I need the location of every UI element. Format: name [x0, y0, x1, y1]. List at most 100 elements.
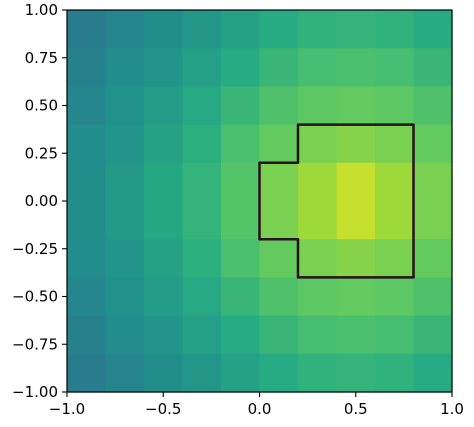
heatmap-cell [67, 277, 107, 317]
heatmap-cell [182, 353, 222, 393]
heatmap-cell [336, 353, 376, 393]
heatmap-cell [221, 124, 261, 164]
heatmap-cell [221, 277, 261, 317]
heatmap-cell [298, 86, 338, 126]
heatmap-cell [375, 239, 415, 278]
heatmap-cell [336, 48, 376, 87]
heatmap-cell [67, 162, 107, 202]
heatmap-cell [375, 162, 415, 202]
heatmap-cell [298, 48, 338, 87]
y-tick-label: 0.25 [25, 144, 58, 162]
heatmap-cell [259, 48, 299, 87]
heatmap-cell [298, 162, 338, 202]
heatmap-cell [298, 239, 338, 278]
y-tick-label: 0.50 [25, 97, 58, 115]
heatmap-cell [298, 315, 338, 355]
heatmap-cell [221, 86, 261, 126]
heatmap-cell [182, 162, 222, 202]
heatmap-cell [375, 48, 415, 87]
heatmap-cell [221, 315, 261, 355]
heatmap-cell [182, 86, 222, 126]
heatmap-cell [375, 124, 415, 164]
heatmap-cell [259, 124, 299, 164]
heatmap-cell [221, 162, 261, 202]
heatmap-cell [336, 86, 376, 126]
heatmap-cell [221, 353, 261, 393]
heatmap-cell [413, 162, 453, 202]
heatmap-cell [144, 10, 184, 49]
heatmap-cell [336, 315, 376, 355]
heatmap-cell [375, 201, 415, 240]
heatmap-cell [67, 239, 107, 278]
heatmap-cell [336, 239, 376, 278]
heatmap-cell [105, 162, 145, 202]
heatmap-cell [336, 124, 376, 164]
y-tick-label: −0.50 [12, 288, 58, 306]
y-tick-label: −1.00 [12, 383, 58, 401]
heatmap-cell [336, 10, 376, 49]
heatmap-cell [182, 48, 222, 87]
heatmap-cell [298, 124, 338, 164]
heatmap-cell [336, 277, 376, 317]
heatmap-cell [221, 239, 261, 278]
heatmap-cell [259, 315, 299, 355]
heatmap-cell [105, 201, 145, 240]
heatmap-cell [105, 86, 145, 126]
heatmap-cell [413, 315, 453, 355]
heatmap-cell [413, 239, 453, 278]
heatmap-cell [259, 86, 299, 126]
heatmap-cell [144, 201, 184, 240]
contour-line [258, 123, 415, 279]
heatmap-cell [259, 10, 299, 49]
contour-layer [258, 123, 415, 279]
heatmap-cell [67, 10, 107, 49]
heatmap-cell [413, 353, 453, 393]
heatmap-cell [413, 86, 453, 126]
heatmap-cell [182, 315, 222, 355]
heatmap-cell [221, 201, 261, 240]
heatmap-cell [182, 124, 222, 164]
heatmap-cell [375, 10, 415, 49]
heatmap-cell [413, 10, 453, 49]
heatmap-cell [375, 315, 415, 355]
heatmap-cell [413, 201, 453, 240]
heatmap-cell [105, 10, 145, 49]
y-tick-label: 0.00 [25, 192, 58, 210]
heatmap-cell [259, 201, 299, 240]
heatmap-cell [375, 86, 415, 126]
heatmap-cell [336, 201, 376, 240]
heatmap-cell [182, 277, 222, 317]
heatmap-cell [105, 124, 145, 164]
heatmap-cell [413, 124, 453, 164]
heatmap-cell [259, 239, 299, 278]
heatmap-cell [105, 315, 145, 355]
y-tick-label: 0.75 [25, 49, 58, 67]
heatmap-cell [105, 48, 145, 87]
heatmap-cell [298, 277, 338, 317]
heatmap-cell [144, 124, 184, 164]
y-tick-label: 1.00 [25, 1, 58, 19]
heatmap-cell [182, 201, 222, 240]
heatmap-cell [336, 162, 376, 202]
heatmap-cell [413, 277, 453, 317]
heatmap-cell [298, 10, 338, 49]
heatmap-cell [105, 239, 145, 278]
x-tick-label: 0.0 [248, 400, 272, 418]
heatmap-cell [144, 86, 184, 126]
x-tick-label: −0.5 [145, 400, 181, 418]
heatmap-cell [182, 10, 222, 49]
y-tick-label: −0.75 [12, 335, 58, 353]
heatmap-cell [67, 86, 107, 126]
heatmap-cell [221, 10, 261, 49]
heatmap-cell [259, 353, 299, 393]
heatmap-cell [105, 353, 145, 393]
heatmap-cell [298, 201, 338, 240]
x-tick-label: 0.5 [344, 400, 368, 418]
axes: −1.0 −0.5 0.0 0.5 1.0 1.00 0.75 0.50 0.25 0.00 −0.… [12, 1, 464, 418]
heatmap-cell [67, 48, 107, 87]
heatmap-cell [144, 277, 184, 317]
heatmap-cell [375, 277, 415, 317]
heatmap-cell [182, 239, 222, 278]
heatmap-cell [67, 124, 107, 164]
